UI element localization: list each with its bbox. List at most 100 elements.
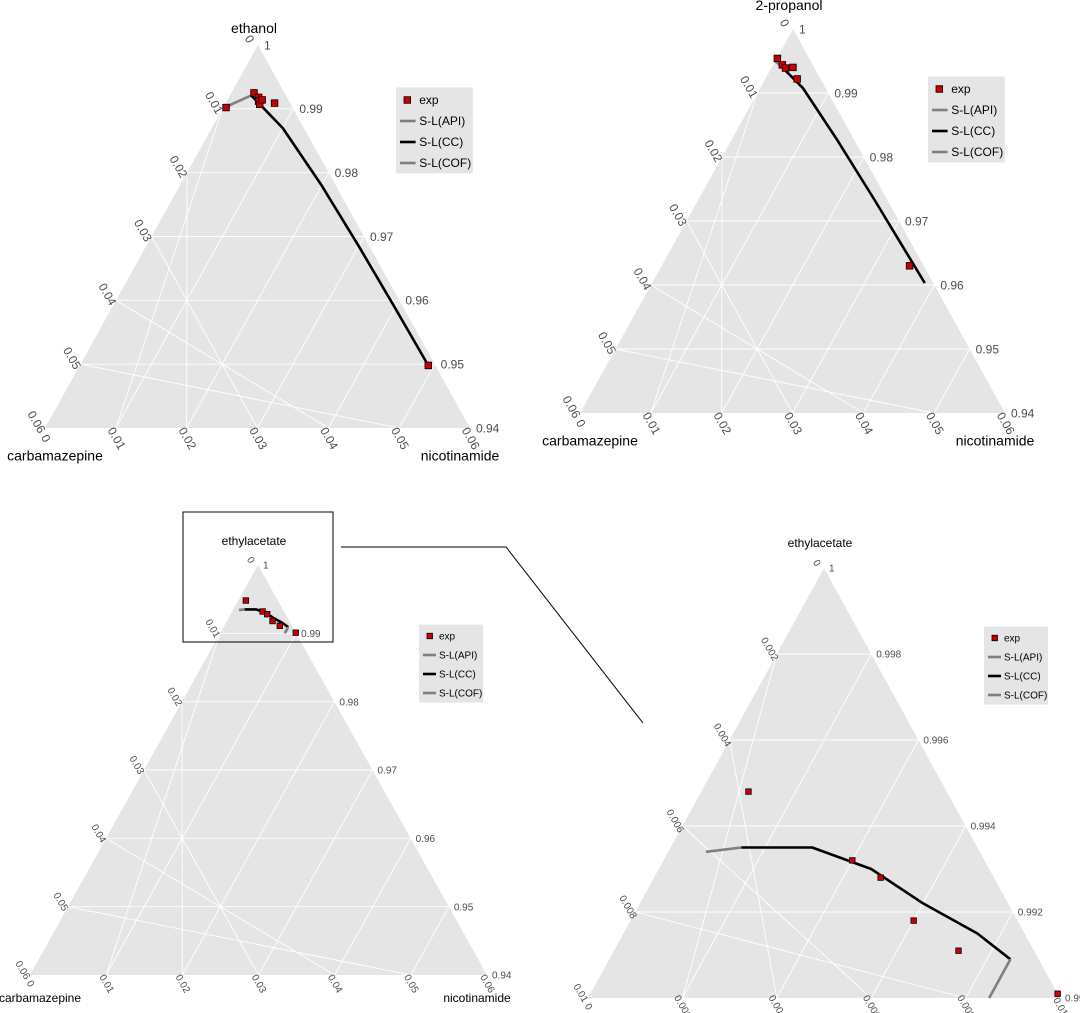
legend-label: S-L(API) bbox=[1004, 653, 1042, 664]
exp-point bbox=[270, 99, 279, 107]
legend-key-exp bbox=[991, 634, 998, 642]
grid-line bbox=[792, 220, 900, 414]
right-tick-label: 0.95 bbox=[454, 902, 474, 913]
legend-label: S-L(API) bbox=[951, 103, 997, 117]
ternary-plot: 0 0.002 0.004 0.006 0.008 0.0100.0020.0040.00… bbox=[571, 536, 1080, 1013]
bottom-tick-label: 0.01 bbox=[640, 410, 664, 438]
right-tick-label: 0.97 bbox=[370, 230, 394, 244]
exp-point bbox=[781, 64, 790, 72]
sl-api-line bbox=[225, 94, 252, 109]
legend-label: S-L(COF) bbox=[951, 145, 1003, 159]
right-tick-label: 0.99 bbox=[299, 102, 323, 116]
right-tick-label: 0.96 bbox=[416, 834, 436, 845]
chart-title: ethylacetate bbox=[788, 536, 853, 550]
right-tick-label: 0.994 bbox=[971, 822, 996, 833]
legend-label: S-L(COF) bbox=[419, 156, 471, 170]
right-tick-label: 0.94 bbox=[476, 421, 500, 435]
exp-point bbox=[745, 788, 752, 795]
legend: exp S-L(API) S-L(CC) S-L(COF) bbox=[984, 626, 1048, 705]
grid-line bbox=[115, 108, 223, 429]
legend-label: S-L(COF) bbox=[1004, 691, 1047, 702]
bottom-tick-label: 0.03 bbox=[781, 410, 805, 438]
zoom-box bbox=[182, 511, 334, 643]
right-tick-label: 0.94 bbox=[492, 971, 512, 982]
exp-point bbox=[258, 96, 266, 104]
bottom-tick-label: 0.01 bbox=[96, 973, 115, 996]
left-tick-label: 0.01 bbox=[571, 982, 590, 1005]
legend-label: exp bbox=[439, 632, 456, 643]
ternary-plot: 0 0.01 0.02 0.03 0.04 0.05 0.0600.010.020.030.… bbox=[0, 534, 512, 1005]
grid-line bbox=[681, 653, 778, 999]
legend-label: S-L(CC) bbox=[951, 124, 995, 138]
chart-title: ethanol bbox=[231, 20, 277, 36]
left-tick-label: 0 bbox=[777, 17, 793, 30]
bottom-tick-label: 0.05 bbox=[923, 410, 947, 438]
left-tick-label: 0 bbox=[810, 558, 823, 569]
right-tick-label: 1 bbox=[799, 22, 806, 36]
bottom-tick-label: 0 bbox=[38, 432, 54, 445]
exp-point bbox=[773, 54, 782, 63]
chart-title: ethylacetate bbox=[222, 534, 287, 548]
left-tick-label: 0.06 bbox=[25, 408, 49, 436]
sl-cc-line bbox=[741, 846, 1012, 961]
grid-line bbox=[965, 911, 1014, 999]
grid-line bbox=[729, 739, 778, 999]
exp-point bbox=[424, 361, 432, 370]
bottom-tick-label: 0.04 bbox=[325, 973, 344, 996]
chart-title: 2-propanol bbox=[756, 0, 823, 13]
sl-cof-line bbox=[988, 958, 1012, 999]
ternary-plot: 0 0.01 0.02 0.03 0.04 0.05 0.0600.010.020.030.… bbox=[542, 0, 1035, 448]
grid-line bbox=[650, 92, 829, 414]
vertex-label-left: carbamazepine bbox=[7, 447, 103, 463]
legend-label: S-L(CC) bbox=[439, 670, 476, 681]
sl-cc-line bbox=[250, 94, 432, 370]
sl-api-line bbox=[238, 608, 245, 612]
right-tick-label: 0.99 bbox=[834, 86, 858, 100]
bottom-tick-label: 0.05 bbox=[388, 425, 412, 453]
vertex-label-right: nicotinamide bbox=[956, 432, 1035, 448]
vertex-label-left: carbamazepine bbox=[0, 991, 81, 1005]
zoom-connector bbox=[341, 546, 644, 724]
left-tick-label: 0.06 bbox=[13, 959, 32, 982]
right-tick-label: 0.97 bbox=[378, 766, 398, 777]
legend-label: exp bbox=[951, 82, 971, 96]
grid-line bbox=[105, 633, 221, 976]
right-tick-label: 0.94 bbox=[1011, 406, 1035, 420]
right-tick-label: 1 bbox=[264, 38, 271, 52]
right-tick-label: 0.97 bbox=[905, 214, 929, 228]
left-tick-label: 0.004 bbox=[711, 722, 733, 750]
vertex-label-right: nicotinamide bbox=[443, 991, 511, 1005]
grid-line bbox=[398, 363, 436, 429]
legend-label: exp bbox=[419, 93, 439, 107]
exp-point bbox=[269, 617, 276, 625]
right-tick-label: 0.99 bbox=[301, 629, 321, 640]
right-tick-label: 0.96 bbox=[405, 294, 429, 308]
bottom-tick-label: 0.03 bbox=[246, 425, 270, 453]
grid-line bbox=[650, 92, 758, 414]
right-tick-label: 0.998 bbox=[876, 650, 901, 661]
exp-point bbox=[292, 629, 299, 636]
sl-cof-line bbox=[283, 626, 290, 634]
bottom-tick-label: 0.02 bbox=[173, 973, 192, 996]
grid-line bbox=[933, 348, 971, 414]
right-tick-label: 0.95 bbox=[441, 358, 465, 372]
bottom-tick-label: 0.05 bbox=[401, 973, 420, 996]
right-tick-label: 0.98 bbox=[870, 150, 894, 164]
vertex-label-right: nicotinamide bbox=[421, 447, 500, 463]
right-tick-label: 1 bbox=[263, 561, 269, 572]
exp-point bbox=[849, 857, 856, 864]
panel-triangle bbox=[588, 568, 1060, 998]
left-tick-label: 0.006 bbox=[664, 808, 686, 836]
legend-label: S-L(CC) bbox=[419, 135, 463, 149]
exp-point bbox=[222, 103, 230, 112]
grid-line bbox=[105, 633, 297, 976]
right-tick-label: 0.98 bbox=[335, 166, 359, 180]
bottom-tick-label: 0.04 bbox=[852, 410, 876, 438]
exp-point bbox=[250, 89, 258, 97]
left-tick-label: 0.002 bbox=[758, 636, 780, 664]
bottom-tick-label: 0.04 bbox=[317, 425, 341, 453]
legend-label: S-L(CC) bbox=[1004, 672, 1041, 683]
bottom-tick-label: 0 bbox=[573, 417, 589, 430]
right-tick-label: 0.996 bbox=[923, 736, 948, 747]
